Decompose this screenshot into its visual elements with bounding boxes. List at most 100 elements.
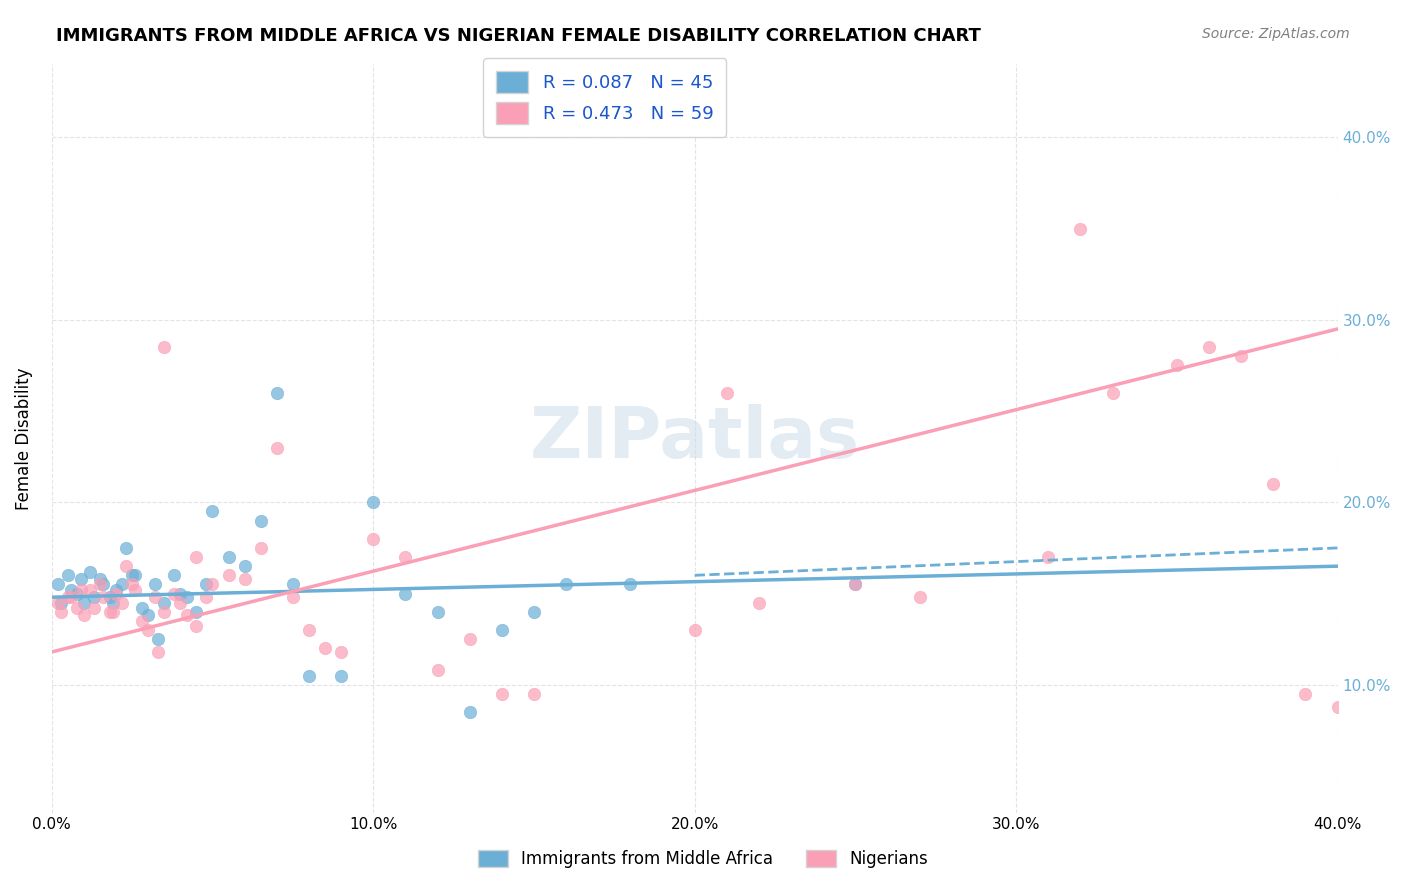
Point (748, 596, 770, 610)
Point (105, 586, 128, 600)
Point (153, 605, 176, 619)
Point (73, 596, 96, 610)
Point (233, 559, 256, 574)
Point (176, 608, 198, 623)
Point (201, 577, 224, 591)
Point (330, 645, 353, 659)
Point (555, 577, 578, 591)
Point (56, 591, 79, 605)
Point (111, 577, 134, 591)
Point (153, 596, 176, 610)
Point (314, 641, 336, 656)
Point (298, 668, 321, 682)
Point (114, 559, 136, 574)
Point (218, 568, 240, 582)
Point (146, 632, 169, 647)
Point (266, 441, 288, 455)
Text: IMMIGRANTS FROM MIDDLE AFRICA VS NIGERIAN FEMALE DISABILITY CORRELATION CHART: IMMIGRANTS FROM MIDDLE AFRICA VS NIGERIA… (56, 27, 981, 45)
Point (46, 577, 69, 591)
Point (233, 572, 256, 586)
Point (98, 605, 121, 619)
Point (844, 577, 866, 591)
Point (83, 601, 105, 615)
Y-axis label: Female Disability: Female Disability (15, 368, 32, 509)
Point (89, 577, 111, 591)
Point (1326, 699, 1348, 714)
Point (111, 596, 134, 610)
Point (1069, 221, 1091, 235)
Point (69, 582, 91, 597)
Point (330, 668, 353, 682)
Point (281, 591, 304, 605)
Point (121, 568, 143, 582)
Point (201, 504, 224, 518)
Point (458, 632, 481, 647)
Point (121, 577, 143, 591)
Point (426, 663, 449, 677)
Point (249, 541, 271, 555)
Point (79, 565, 101, 579)
Point (136, 608, 159, 623)
Point (91, 591, 114, 605)
Point (131, 601, 153, 615)
Legend: R = 0.087   N = 45, R = 0.473   N = 59: R = 0.087 N = 45, R = 0.473 N = 59 (484, 58, 725, 136)
Text: ZIPatlas: ZIPatlas (530, 404, 859, 473)
Point (491, 687, 513, 701)
Point (105, 582, 128, 597)
Point (169, 586, 191, 600)
Point (146, 645, 169, 659)
Point (1230, 349, 1253, 363)
Point (60, 591, 83, 605)
Point (1263, 477, 1285, 491)
Point (89, 572, 111, 586)
Point (426, 605, 449, 619)
Point (124, 582, 146, 597)
Point (60, 582, 83, 597)
Point (101, 596, 124, 610)
Point (186, 605, 208, 619)
Point (143, 591, 166, 605)
Point (136, 623, 159, 637)
Point (249, 514, 271, 528)
Point (79, 582, 101, 597)
Point (186, 619, 208, 633)
Point (101, 605, 124, 619)
Point (98, 591, 121, 605)
Point (218, 549, 240, 564)
Point (163, 568, 186, 582)
Text: Source: ZipAtlas.com: Source: ZipAtlas.com (1202, 27, 1350, 41)
Point (394, 586, 416, 600)
Point (361, 495, 384, 509)
Point (114, 541, 136, 555)
Point (83, 591, 105, 605)
Point (1295, 687, 1317, 701)
Point (1101, 385, 1123, 400)
Point (56, 568, 79, 582)
Point (266, 385, 288, 400)
Point (716, 385, 738, 400)
Point (195, 591, 218, 605)
Point (46, 596, 69, 610)
Point (169, 596, 191, 610)
Point (51, 596, 73, 610)
Point (176, 591, 198, 605)
Point (361, 532, 384, 546)
Point (195, 577, 218, 591)
Point (619, 577, 641, 591)
Point (908, 591, 931, 605)
Point (73, 608, 96, 623)
Point (66, 586, 89, 600)
Point (91, 577, 114, 591)
Point (491, 623, 513, 637)
Point (298, 623, 321, 637)
Point (281, 577, 304, 591)
Point (683, 623, 706, 637)
Point (143, 577, 166, 591)
Point (523, 687, 546, 701)
Legend: Immigrants from Middle Africa, Nigerians: Immigrants from Middle Africa, Nigerians (471, 843, 935, 875)
Point (1198, 340, 1220, 354)
Point (131, 614, 153, 628)
Point (69, 572, 91, 586)
Point (163, 586, 186, 600)
Point (1166, 359, 1188, 373)
